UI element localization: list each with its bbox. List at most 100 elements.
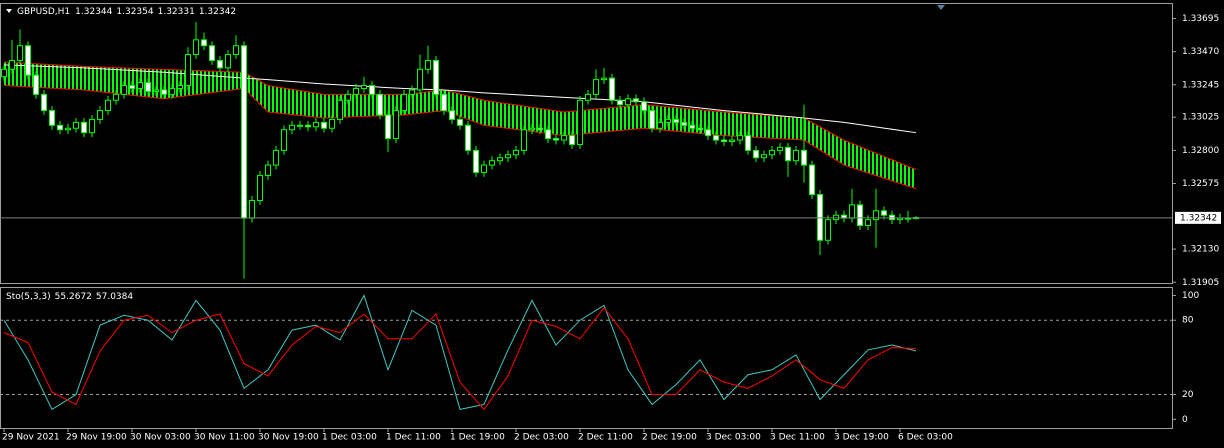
candle-body bbox=[249, 199, 255, 219]
y-tick-label: 1.32800 bbox=[1182, 146, 1219, 156]
candle-body bbox=[873, 210, 879, 221]
plots: 1.31905 1.32130 1.32575 1.32800 1.33025 1.332… bbox=[0, 14, 1221, 443]
candle-body bbox=[609, 77, 615, 101]
candle-body bbox=[369, 85, 375, 95]
x-tick-label: 29 Nov 2021 bbox=[2, 433, 60, 443]
candle-body bbox=[881, 210, 887, 216]
candle-body bbox=[457, 118, 463, 126]
candle-body bbox=[65, 127, 71, 131]
candle-body bbox=[201, 39, 207, 47]
candle-body bbox=[177, 85, 183, 89]
candle-body bbox=[697, 127, 703, 131]
candle-body bbox=[473, 149, 479, 173]
stoch-signal-last: 57.0384 bbox=[96, 292, 133, 302]
candle-body bbox=[561, 135, 567, 141]
candle-body bbox=[537, 127, 543, 131]
candle-body bbox=[585, 93, 591, 101]
candle-body bbox=[393, 110, 399, 140]
y-tick-label: 1.31905 bbox=[1182, 278, 1219, 288]
candle-body bbox=[505, 154, 511, 159]
x-tick-label: 3 Dec 03:00 bbox=[706, 433, 761, 443]
candle-body bbox=[793, 149, 799, 162]
stoch-panel bbox=[0, 287, 1173, 429]
candle-body bbox=[897, 217, 903, 221]
stoch-header: Sto(5,3,3) 55.2672 57.0384 bbox=[6, 292, 133, 302]
y-tick-label: 1.33695 bbox=[1182, 14, 1219, 24]
stoch-title: Sto(5,3,3) bbox=[6, 292, 51, 302]
header: GBPUSD,H1 1.32344 1.32354 1.32331 1.32342 bbox=[17, 7, 236, 17]
candle-body bbox=[721, 139, 727, 143]
candle-body bbox=[225, 54, 231, 69]
x-tick-label: 2 Dec 19:00 bbox=[642, 433, 697, 443]
candle-body bbox=[209, 45, 215, 61]
candle-body bbox=[465, 124, 471, 151]
x-tick-label: 3 Dec 11:00 bbox=[770, 433, 825, 443]
y-tick-label: 0 bbox=[1182, 415, 1188, 425]
shift-marker bbox=[937, 5, 945, 10]
candle-body bbox=[185, 54, 191, 87]
candle-body bbox=[681, 121, 687, 126]
last-high: 1.32354 bbox=[116, 7, 153, 17]
candle-body bbox=[321, 121, 327, 129]
candle-body bbox=[529, 127, 535, 131]
price-label-box bbox=[1175, 211, 1221, 224]
candle-body bbox=[825, 219, 831, 241]
candle-body bbox=[265, 164, 271, 176]
x-tick-label: 30 Nov 19:00 bbox=[258, 433, 319, 443]
y-tick-label: 1.32130 bbox=[1182, 245, 1219, 255]
candle-body bbox=[25, 45, 31, 76]
candle-body bbox=[617, 99, 623, 106]
candle-body bbox=[433, 59, 439, 95]
candle-body bbox=[809, 164, 815, 196]
x-tick-label: 30 Nov 03:00 bbox=[130, 433, 191, 443]
candle-body bbox=[33, 74, 39, 95]
candle-body bbox=[241, 45, 247, 219]
candle-body bbox=[9, 59, 15, 70]
candle-body bbox=[385, 114, 391, 140]
candle-body bbox=[545, 129, 551, 140]
candle-body bbox=[641, 101, 647, 112]
candle-body bbox=[377, 93, 383, 116]
candle-body bbox=[417, 68, 423, 91]
y-tick-label: 1.32575 bbox=[1182, 179, 1219, 189]
candle-body bbox=[713, 135, 719, 141]
candle-body bbox=[569, 135, 575, 145]
candle-body bbox=[425, 59, 431, 70]
candle-body bbox=[497, 157, 503, 162]
candle-body bbox=[737, 135, 743, 141]
candle-body bbox=[1, 68, 7, 78]
candle-body bbox=[329, 118, 335, 129]
candle-body bbox=[273, 149, 279, 166]
candle-body bbox=[121, 85, 127, 95]
candle-body bbox=[41, 93, 47, 112]
y-tick-label: 1.33245 bbox=[1182, 80, 1219, 90]
last-low: 1.32331 bbox=[158, 7, 195, 17]
candle-body bbox=[409, 89, 415, 95]
candle-body bbox=[521, 129, 527, 151]
candle-body bbox=[777, 146, 783, 151]
candle-body bbox=[97, 110, 103, 120]
candle-body bbox=[801, 149, 807, 166]
candle-body bbox=[153, 89, 159, 92]
candle-body bbox=[281, 129, 287, 151]
candle-body bbox=[353, 87, 359, 95]
x-tick-label: 2 Dec 03:00 bbox=[514, 433, 569, 443]
stoch-main-last: 55.2672 bbox=[55, 292, 92, 302]
candle-body bbox=[633, 98, 639, 103]
y-tick-label: 100 bbox=[1182, 291, 1199, 301]
candle-body bbox=[625, 98, 631, 106]
candle-body bbox=[193, 39, 199, 56]
x-tick-label: 6 Dec 03:00 bbox=[898, 433, 953, 443]
x-tick-label: 1 Dec 11:00 bbox=[386, 433, 441, 443]
candle-body bbox=[849, 204, 855, 219]
y-tick-label: 1.33470 bbox=[1182, 47, 1219, 57]
candle-body bbox=[729, 139, 735, 143]
candle-body bbox=[57, 124, 63, 131]
candle-body bbox=[297, 124, 303, 127]
candle-body bbox=[361, 85, 367, 89]
candle-body bbox=[649, 110, 655, 129]
x-tick-label: 2 Dec 11:00 bbox=[578, 433, 633, 443]
candle-body bbox=[769, 149, 775, 156]
main-panel bbox=[0, 3, 1173, 284]
candle-body bbox=[449, 110, 455, 120]
